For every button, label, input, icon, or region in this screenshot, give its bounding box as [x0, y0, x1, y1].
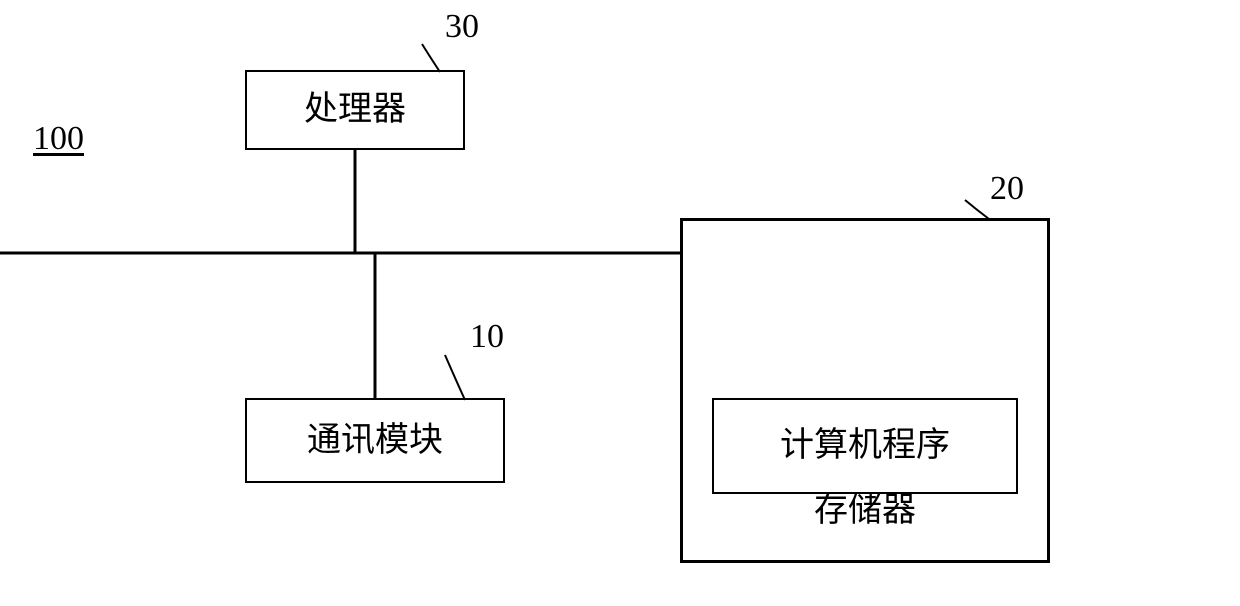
comm-module-label: 通讯模块	[247, 400, 503, 481]
memory-box: 存储器	[680, 218, 1050, 563]
memory-ref-label: 20	[990, 170, 1024, 208]
program-label: 计算机程序	[714, 400, 1016, 492]
diagram-stage: 100 处理器 30 通讯模块 10 存储器 计算机程序 20	[0, 0, 1240, 606]
connector-overlay	[0, 0, 1240, 606]
comm-module-ref-label: 10	[470, 318, 504, 356]
system-ref-label: 100	[33, 120, 84, 158]
comm-module-box: 通讯模块	[245, 398, 505, 483]
program-box: 计算机程序	[712, 398, 1018, 494]
processor-label: 处理器	[247, 72, 463, 148]
memory-label: 存储器	[683, 492, 1047, 529]
processor-ref-label: 30	[445, 8, 479, 46]
processor-box: 处理器	[245, 70, 465, 150]
